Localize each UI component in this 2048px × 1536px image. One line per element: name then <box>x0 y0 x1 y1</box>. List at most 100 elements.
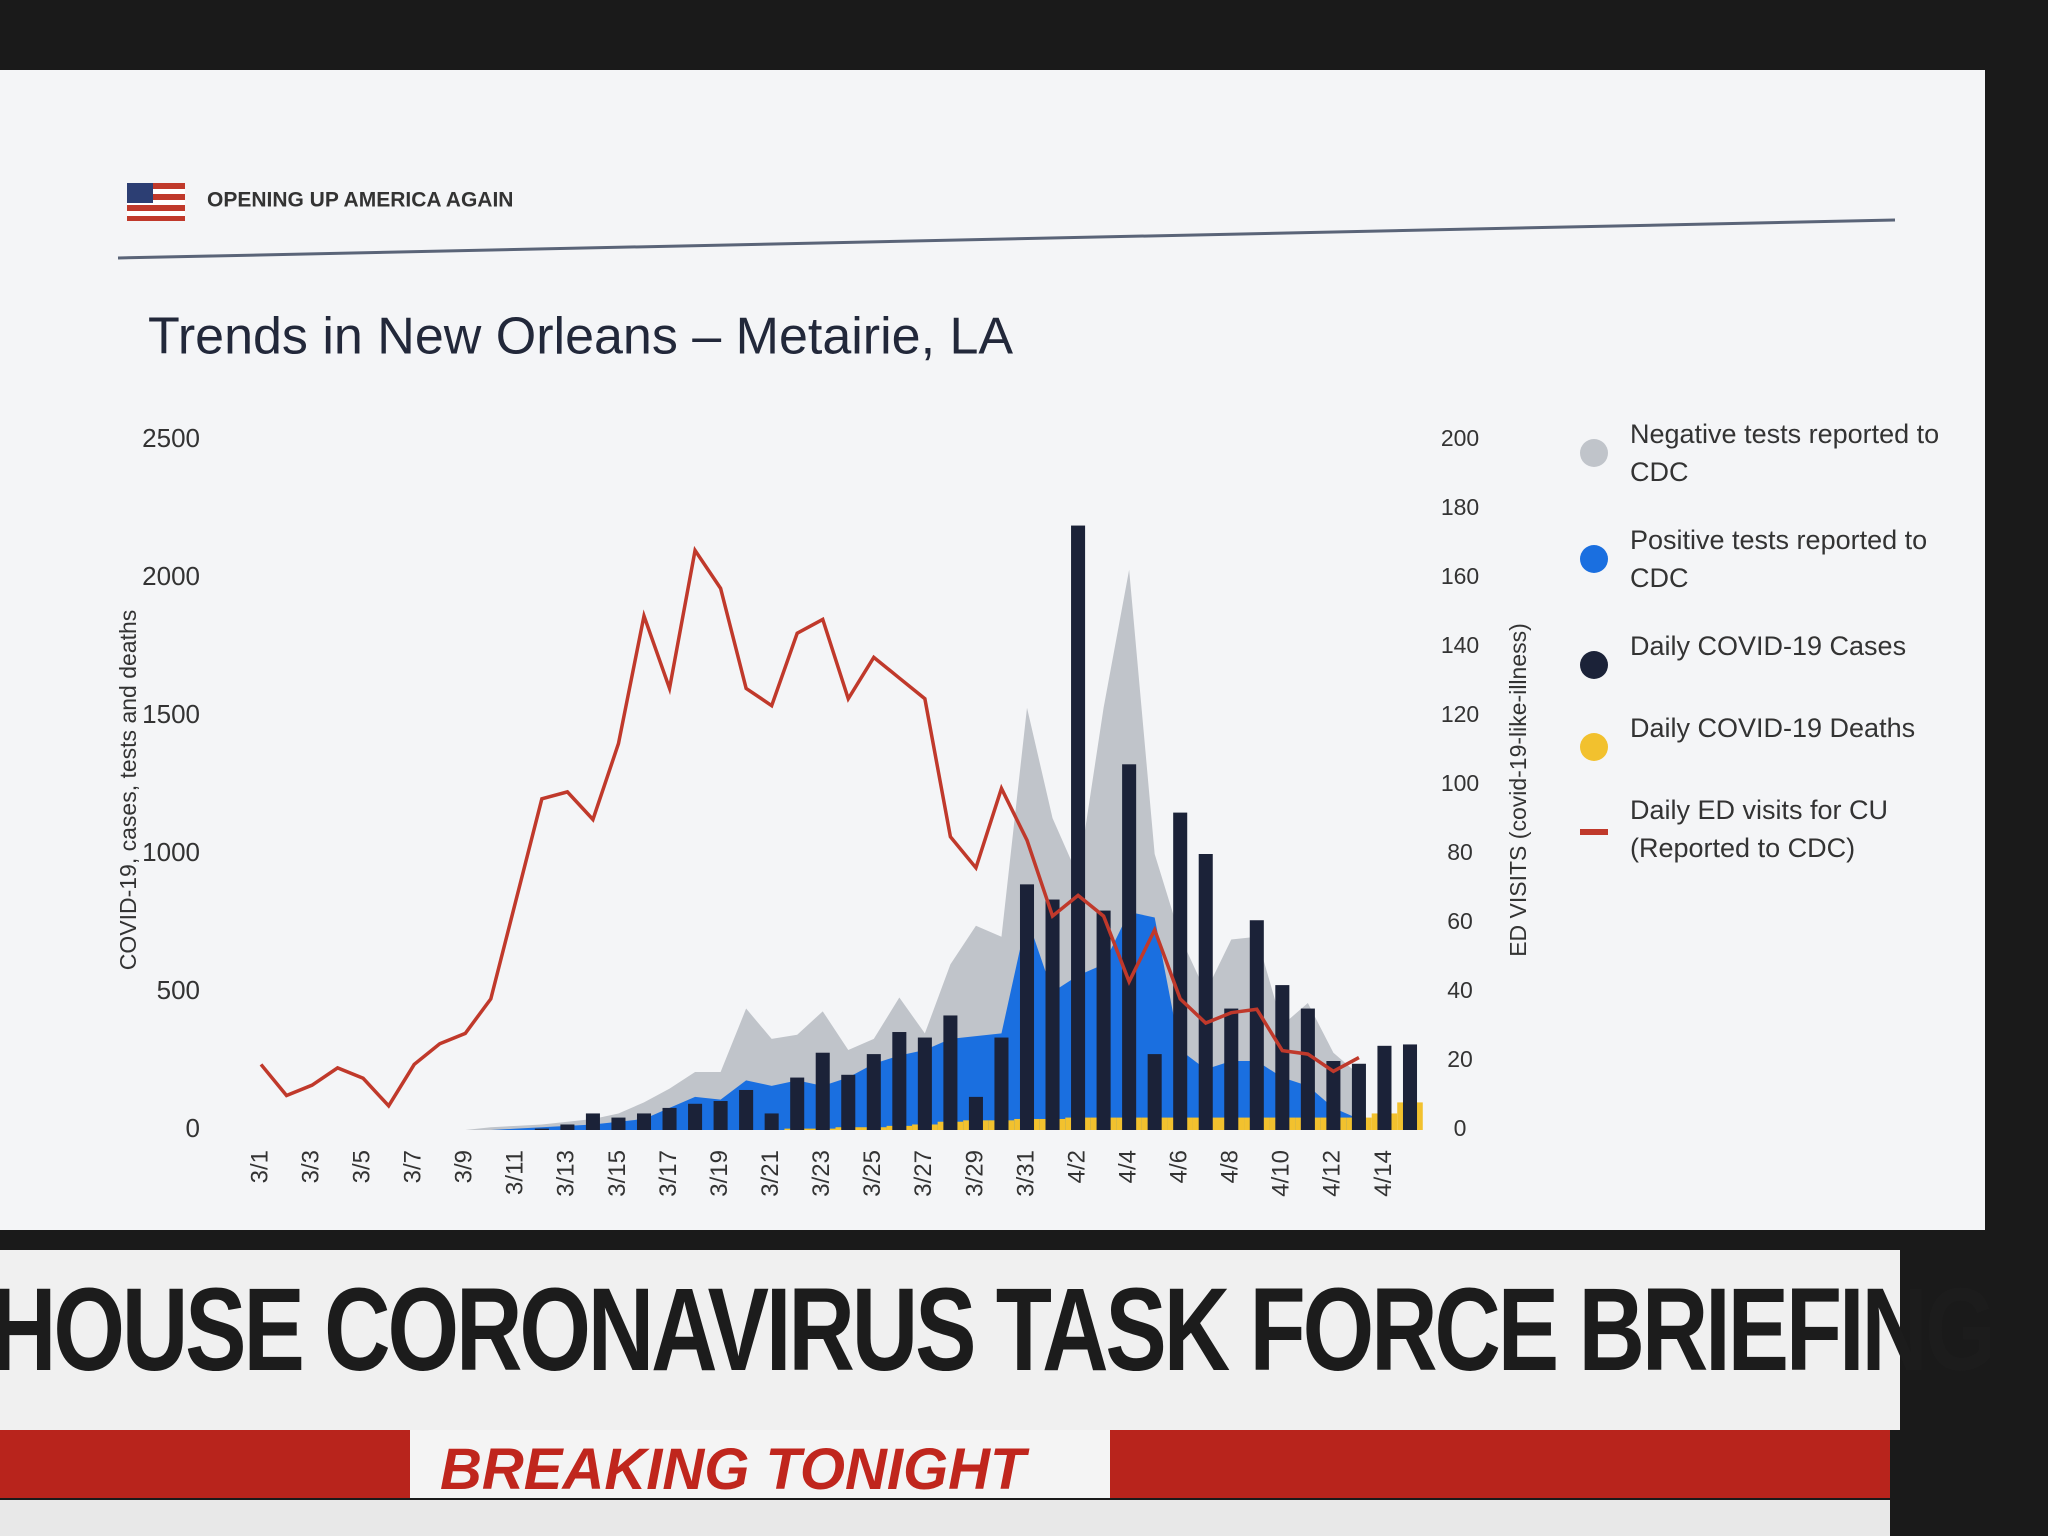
y2-tick-label: 140 <box>1441 632 1479 658</box>
bar <box>1019 884 1035 1130</box>
banner <box>0 1250 1900 1430</box>
bar <box>892 1032 907 1130</box>
x-tick-label: 3/25 <box>859 1150 886 1197</box>
x-tick-label: 3/23 <box>808 1150 835 1197</box>
flag <box>127 183 185 221</box>
y2-tick-label: 80 <box>1447 839 1473 865</box>
bar <box>739 1089 754 1130</box>
bar <box>585 1113 600 1130</box>
legend-symbol <box>1580 733 1608 761</box>
y2-tick-label: 200 <box>1441 425 1479 451</box>
y2-tick-label: 20 <box>1447 1046 1473 1072</box>
bar <box>1402 1044 1418 1130</box>
x-tick-label: 3/27 <box>910 1150 937 1197</box>
bar <box>1045 899 1060 1130</box>
legend-symbol <box>1580 829 1608 835</box>
bar <box>611 1117 626 1130</box>
x-tick-label: 3/9 <box>451 1150 478 1183</box>
legend-label: Negative tests reported to CDC <box>1630 419 1940 487</box>
y2-tick-label: 160 <box>1441 563 1479 589</box>
x-tick-label: 4/2 <box>1063 1150 1090 1183</box>
banner-title: HOUSE CORONAVIRUS TASK FORCE BRIEFING <box>0 1264 1996 1396</box>
bar <box>1122 764 1137 1130</box>
bar <box>534 1128 549 1130</box>
x-tick-label: 3/7 <box>400 1150 427 1183</box>
bar <box>917 1037 932 1130</box>
bar <box>1198 854 1213 1130</box>
header-rule <box>117 218 1896 260</box>
x-tick-label: 3/13 <box>553 1150 580 1197</box>
x-tick-label: 4/6 <box>1166 1150 1193 1183</box>
legend-item: Daily COVID-19 Cases <box>1570 627 1990 679</box>
bar <box>968 1096 983 1130</box>
x-tick-label: 4/12 <box>1319 1150 1346 1197</box>
bar <box>943 1015 958 1130</box>
bar <box>713 1101 728 1130</box>
header-title: OPENING UP AMERICA AGAIN <box>207 189 513 212</box>
x-tick-label: 4/4 <box>1114 1150 1141 1183</box>
bar <box>1300 1008 1315 1130</box>
legend-item: Negative tests reported to CDC <box>1570 415 1990 491</box>
bar <box>1147 1054 1162 1130</box>
legend-symbol <box>1580 439 1608 467</box>
x-tick-label: 3/29 <box>961 1150 988 1197</box>
legend-symbol <box>1580 545 1608 573</box>
bar <box>560 1124 575 1130</box>
y2-tick-label: 100 <box>1441 770 1479 796</box>
legend-label: Daily COVID-19 Cases <box>1630 631 1907 661</box>
y-tick-label: 2000 <box>142 561 200 591</box>
bar <box>1224 1008 1239 1130</box>
bar <box>1096 910 1111 1130</box>
bar <box>1275 985 1290 1130</box>
x-tick-label: 4/8 <box>1217 1150 1244 1183</box>
x-tick-label: 3/1 <box>246 1150 273 1183</box>
x-tick-label: 3/11 <box>502 1150 529 1195</box>
bar <box>764 1113 779 1130</box>
bar <box>1326 1061 1341 1130</box>
y-tick-label: 500 <box>157 975 200 1005</box>
x-tick-label: 3/3 <box>297 1150 324 1183</box>
chart-title: Trends in New Orleans – Metairie, LA <box>148 308 1013 366</box>
bar <box>790 1077 805 1130</box>
x-tick-label: 3/15 <box>604 1150 631 1197</box>
legend-item: Daily ED visits for CU (Reported to CDC) <box>1570 791 1990 867</box>
legend-item: Positive tests reported to CDC <box>1570 521 1990 597</box>
y-tick-label: 1500 <box>142 699 200 729</box>
y2-tick-label: 180 <box>1441 494 1479 520</box>
chart: OPENING UP AMERICA AGAIN Trends in New O… <box>115 183 1896 1197</box>
legend-label: Positive tests reported to CDC <box>1630 525 1928 593</box>
legend-symbol <box>1580 651 1608 679</box>
bar <box>841 1074 856 1130</box>
bar <box>688 1103 703 1130</box>
bar <box>1377 1045 1392 1130</box>
area <box>261 569 1359 1130</box>
x-tick-label: 3/17 <box>655 1150 682 1197</box>
y2-axis-title: ED VISITS (covid-19-like-illness) <box>1505 623 1531 957</box>
bar <box>1351 1063 1366 1130</box>
ticker <box>0 1500 1890 1536</box>
bar <box>994 1037 1009 1130</box>
bar <box>636 1113 652 1130</box>
bar <box>1071 525 1086 1130</box>
bar <box>866 1054 881 1130</box>
bar <box>815 1052 830 1130</box>
x-tick-label: 3/21 <box>757 1150 784 1197</box>
y-tick-label: 1000 <box>142 837 200 867</box>
y-axis-title: COVID-19, cases, tests and deaths <box>115 610 141 971</box>
bar <box>662 1107 677 1130</box>
legend: Negative tests reported to CDC Positive t… <box>1570 415 1990 897</box>
breaking-box <box>410 1430 1110 1498</box>
x-tick-label: 4/10 <box>1268 1150 1295 1197</box>
legend-item: Daily COVID-19 Deaths <box>1570 709 1990 761</box>
bar <box>1249 920 1264 1130</box>
y2-tick-label: 40 <box>1447 977 1473 1003</box>
y2-tick-label: 120 <box>1441 701 1479 727</box>
x-tick-label: 4/14 <box>1370 1150 1397 1197</box>
bar <box>1173 812 1188 1130</box>
y-tick-label: 2500 <box>142 423 200 453</box>
breaking-title: BREAKING TONIGHT <box>440 1437 1026 1502</box>
line <box>259 545 1360 1109</box>
legend-label: Daily ED visits for CU (Reported to CDC) <box>1630 795 1889 863</box>
legend-label: Daily COVID-19 Deaths <box>1630 713 1916 743</box>
